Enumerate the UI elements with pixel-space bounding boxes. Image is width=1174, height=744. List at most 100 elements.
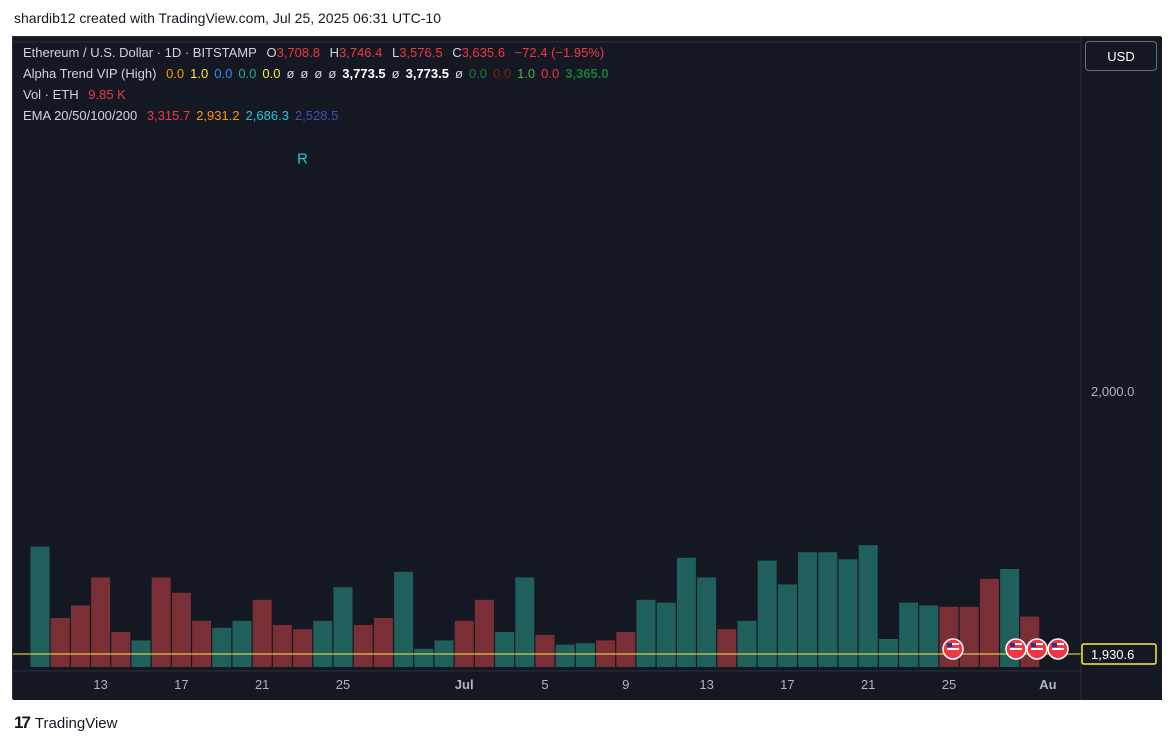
volume-bar bbox=[697, 577, 717, 667]
volume-bar bbox=[676, 557, 696, 667]
x-tick-label: 5 bbox=[541, 677, 548, 692]
price-chart[interactable]: RRRTTT4,000.03,800.03,400.03,200.03,000.… bbox=[13, 37, 1162, 700]
volume-bar bbox=[555, 644, 575, 667]
signal-label: R bbox=[297, 150, 308, 167]
legend-alpha-value: 1.0 bbox=[190, 66, 209, 81]
legend-alpha-value: ø bbox=[286, 66, 295, 81]
volume-bar bbox=[515, 577, 535, 667]
volume-bar bbox=[656, 602, 676, 667]
volume-bar bbox=[50, 618, 70, 667]
legend-vol-value: 9.85 K bbox=[88, 87, 126, 102]
volume-bar bbox=[777, 584, 797, 667]
volume-bar bbox=[474, 599, 494, 667]
volume-bar bbox=[717, 629, 737, 667]
chart-pane[interactable]: RRRTTT4,000.03,800.03,400.03,200.03,000.… bbox=[12, 36, 1162, 700]
currency-button[interactable]: USD bbox=[1085, 41, 1157, 71]
volume-bar bbox=[192, 620, 212, 667]
us-flag-canton bbox=[1010, 643, 1015, 647]
legend-alpha-value: 0.0 bbox=[468, 66, 488, 81]
us-flag-stripe bbox=[1052, 643, 1064, 645]
x-tick-label: Jul bbox=[455, 677, 474, 692]
x-tick-label: 13 bbox=[699, 677, 713, 692]
volume-bar bbox=[293, 629, 313, 667]
us-flag-canton bbox=[1031, 643, 1036, 647]
legend-alpha-value: ø bbox=[454, 66, 463, 81]
volume-bar bbox=[373, 618, 393, 667]
legend-low: 3,576.5 bbox=[399, 45, 443, 60]
legend-symbol: Ethereum / U.S. Dollar · 1D · BITSTAMP bbox=[23, 45, 257, 60]
volume-bar bbox=[757, 560, 777, 667]
legend-alpha-value: ø bbox=[300, 66, 309, 81]
us-flag-stripe bbox=[1010, 648, 1022, 650]
volume-bar bbox=[737, 620, 757, 667]
chart-background bbox=[13, 37, 1162, 700]
volume-bar bbox=[212, 627, 232, 667]
volume-bar bbox=[70, 605, 90, 667]
legend-alpha-trend-row: Alpha Trend VIP (High) 0.0 1.0 0.0 0.0 0.0 ø ø… bbox=[23, 66, 621, 81]
us-flag-stripe bbox=[947, 643, 959, 645]
x-tick-label: 17 bbox=[174, 677, 188, 692]
x-tick-label: 21 bbox=[255, 677, 269, 692]
volume-bar bbox=[171, 592, 191, 667]
legend-vol-label: Vol · ETH bbox=[23, 87, 79, 102]
volume-bar bbox=[232, 620, 252, 667]
volume-bar bbox=[858, 545, 878, 667]
x-tick-label: 21 bbox=[861, 677, 875, 692]
brand-name: TradingView bbox=[34, 714, 118, 732]
volume-bar bbox=[979, 578, 999, 667]
legend-ohlc: O3,708.8 H3,746.4 L3,576.5 C3,635.6 −72.… bbox=[266, 45, 605, 60]
x-tick-label: 25 bbox=[336, 677, 350, 692]
us-flag-stripe bbox=[1031, 643, 1043, 645]
legend-ema-label: EMA 20/50/100/200 bbox=[23, 108, 138, 123]
volume-bar bbox=[878, 639, 898, 667]
legend-alpha-value: 0.0 bbox=[214, 66, 233, 81]
us-flag-stripe bbox=[947, 648, 959, 650]
legend-close: 3,635.6 bbox=[461, 45, 505, 60]
volume-bar bbox=[575, 643, 595, 667]
x-tick-label: 9 bbox=[622, 677, 629, 692]
legend-high: 3,746.4 bbox=[338, 45, 383, 60]
volume-bar bbox=[353, 625, 373, 667]
legend-open: 3,708.8 bbox=[276, 45, 320, 60]
legend-volume-row: Vol · ETH 9.85 K bbox=[23, 87, 132, 102]
volume-bar bbox=[919, 605, 939, 667]
us-flag-stripe bbox=[1031, 648, 1043, 650]
legend-ema-value: 2,686.3 bbox=[245, 108, 289, 123]
legend-ema-value: 3,315.7 bbox=[146, 108, 191, 123]
volume-bar bbox=[272, 625, 292, 667]
legend-alpha-value: ø bbox=[314, 66, 323, 81]
volume-bar bbox=[959, 606, 979, 667]
legend-symbol-row: Ethereum / U.S. Dollar · 1D · BITSTAMP O… bbox=[23, 45, 616, 60]
tradingview-brand: 17 TradingView bbox=[14, 713, 117, 733]
volume-bar bbox=[30, 546, 50, 667]
volume-bar bbox=[414, 648, 434, 667]
legend-alpha-value: ø bbox=[328, 66, 337, 81]
volume-bar bbox=[313, 620, 333, 667]
legend-ema-value: 2,931.2 bbox=[196, 108, 240, 123]
legend-alpha-value: 0.0 bbox=[262, 66, 281, 81]
tradingview-logo-icon: 17 bbox=[14, 713, 31, 732]
volume-bar bbox=[333, 587, 353, 667]
us-flag-canton bbox=[947, 643, 952, 647]
legend-alpha-name: Alpha Trend VIP (High) bbox=[23, 66, 157, 81]
volume-bar bbox=[535, 634, 555, 667]
volume-bar bbox=[91, 577, 111, 667]
legend-ema-value: 2,528.5 bbox=[294, 108, 339, 123]
volume-bar bbox=[899, 602, 919, 667]
x-tick-label: 25 bbox=[942, 677, 956, 692]
us-flag-stripe bbox=[1010, 643, 1022, 645]
x-tick-label: 17 bbox=[780, 677, 794, 692]
volume-bar bbox=[252, 599, 272, 667]
legend-alpha-values: 0.0 1.0 0.0 0.0 0.0 ø ø ø ø 3,773.5 ø 3,773.5 ø 0.0 0.… bbox=[166, 66, 615, 81]
page-caption: shardib12 created with TradingView.com, … bbox=[14, 10, 441, 26]
volume-bar bbox=[111, 632, 131, 667]
volume-bar bbox=[394, 571, 414, 667]
x-tick-label: 13 bbox=[93, 677, 107, 692]
us-flag-stripe bbox=[1052, 648, 1064, 650]
volume-bar bbox=[454, 620, 474, 667]
legend-alpha-value: 0.0 bbox=[493, 66, 512, 81]
volume-bar bbox=[838, 559, 858, 667]
us-flag-canton bbox=[1052, 643, 1057, 647]
level-price-box bbox=[1081, 643, 1157, 665]
legend-alpha-value: 3,773.5 bbox=[405, 66, 449, 81]
